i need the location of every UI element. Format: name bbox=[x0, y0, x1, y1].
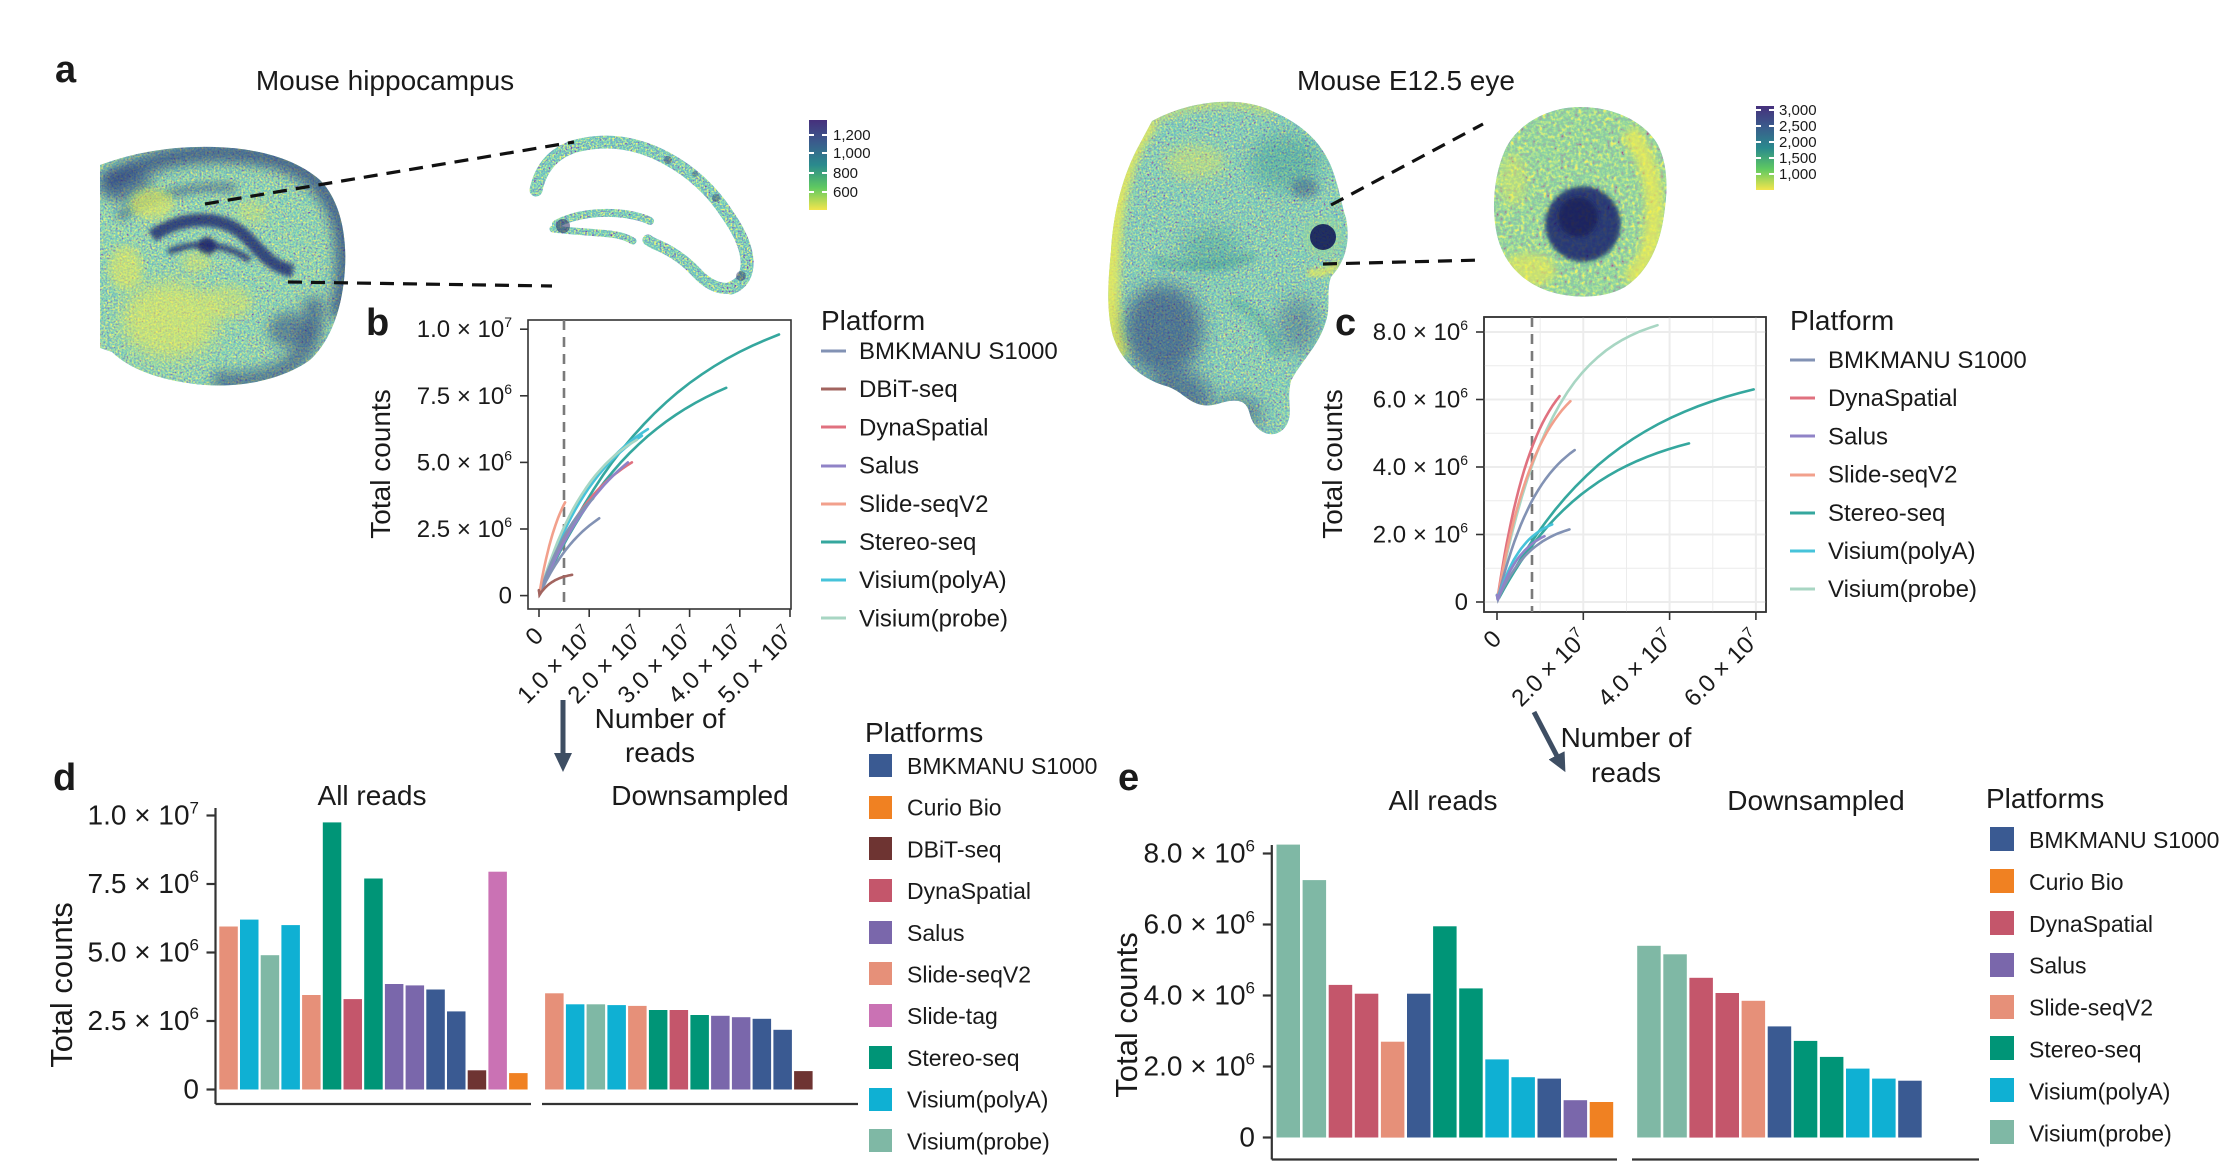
svg-text:0: 0 bbox=[1239, 1122, 1255, 1153]
svg-text:c: c bbox=[1335, 302, 1356, 344]
svg-text:Platforms: Platforms bbox=[865, 717, 983, 748]
svg-text:Visium(probe): Visium(probe) bbox=[1828, 576, 1977, 603]
svg-text:Stereo-seq: Stereo-seq bbox=[907, 1045, 1020, 1071]
svg-text:1.0 × 107: 1.0 × 107 bbox=[88, 799, 199, 831]
svg-text:Downsampled: Downsampled bbox=[1727, 785, 1904, 816]
svg-text:6.0 × 106: 6.0 × 106 bbox=[1144, 908, 1255, 940]
svg-text:Stereo-seq: Stereo-seq bbox=[859, 529, 976, 556]
svg-text:All reads: All reads bbox=[318, 780, 427, 811]
svg-text:Number of: Number of bbox=[595, 703, 726, 734]
svg-text:Slide-tag: Slide-tag bbox=[907, 1003, 998, 1029]
svg-text:8.0 × 106: 8.0 × 106 bbox=[1144, 837, 1255, 869]
svg-text:2.0 × 106: 2.0 × 106 bbox=[1144, 1050, 1255, 1082]
svg-text:2,000: 2,000 bbox=[1779, 134, 1817, 151]
svg-text:a: a bbox=[55, 49, 77, 91]
svg-text:1,500: 1,500 bbox=[1779, 150, 1817, 167]
svg-text:DynaSpatial: DynaSpatial bbox=[2029, 911, 2153, 937]
svg-text:d: d bbox=[53, 757, 76, 799]
svg-text:Salus: Salus bbox=[907, 920, 965, 946]
svg-text:Downsampled: Downsampled bbox=[611, 780, 788, 811]
svg-text:Total counts: Total counts bbox=[365, 389, 396, 538]
svg-text:Slide-seqV2: Slide-seqV2 bbox=[859, 491, 988, 518]
svg-text:Total counts: Total counts bbox=[1109, 932, 1144, 1097]
svg-text:DynaSpatial: DynaSpatial bbox=[907, 878, 1031, 904]
svg-text:Total counts: Total counts bbox=[44, 902, 79, 1067]
svg-text:Visium(probe): Visium(probe) bbox=[907, 1128, 1050, 1154]
svg-text:Salus: Salus bbox=[859, 453, 919, 480]
svg-text:1.0 × 107: 1.0 × 107 bbox=[417, 314, 512, 343]
svg-text:600: 600 bbox=[833, 184, 858, 201]
svg-text:2,500: 2,500 bbox=[1779, 118, 1817, 135]
svg-text:1,000: 1,000 bbox=[833, 145, 871, 162]
svg-text:Salus: Salus bbox=[1828, 423, 1888, 450]
svg-text:0: 0 bbox=[499, 583, 512, 610]
svg-text:Visium(polyA): Visium(polyA) bbox=[1828, 538, 1976, 565]
svg-text:Visium(polyA): Visium(polyA) bbox=[859, 567, 1007, 594]
svg-text:Curio Bio: Curio Bio bbox=[2029, 869, 2124, 895]
svg-text:0: 0 bbox=[183, 1074, 199, 1105]
svg-text:1,000: 1,000 bbox=[1779, 166, 1817, 183]
svg-text:Visium(polyA): Visium(polyA) bbox=[2029, 1078, 2170, 1104]
svg-text:e: e bbox=[1118, 757, 1139, 799]
svg-text:1,200: 1,200 bbox=[833, 127, 871, 144]
svg-text:Stereo-seq: Stereo-seq bbox=[2029, 1037, 2142, 1063]
svg-text:reads: reads bbox=[1591, 757, 1661, 788]
svg-text:Slide-seqV2: Slide-seqV2 bbox=[2029, 995, 2153, 1021]
svg-text:Platform: Platform bbox=[821, 305, 925, 336]
svg-text:Total counts: Total counts bbox=[1317, 389, 1348, 538]
svg-text:3,000: 3,000 bbox=[1779, 102, 1817, 119]
svg-text:Visium(probe): Visium(probe) bbox=[859, 605, 1008, 632]
svg-text:DBiT-seq: DBiT-seq bbox=[859, 376, 958, 403]
svg-text:Visium(polyA): Visium(polyA) bbox=[907, 1087, 1048, 1113]
svg-text:Mouse E12.5 eye: Mouse E12.5 eye bbox=[1297, 65, 1515, 96]
svg-text:Slide-seqV2: Slide-seqV2 bbox=[1828, 462, 1957, 489]
svg-text:2.0 × 106: 2.0 × 106 bbox=[1373, 520, 1468, 549]
svg-text:7.5 × 106: 7.5 × 106 bbox=[88, 867, 199, 899]
svg-text:5.0 × 106: 5.0 × 106 bbox=[88, 936, 199, 968]
svg-text:4.0 × 106: 4.0 × 106 bbox=[1373, 452, 1468, 481]
svg-text:BMKMANU S1000: BMKMANU S1000 bbox=[2029, 827, 2219, 853]
svg-text:800: 800 bbox=[833, 165, 858, 182]
svg-text:2.5 × 106: 2.5 × 106 bbox=[88, 1004, 199, 1036]
svg-text:DynaSpatial: DynaSpatial bbox=[1828, 385, 1957, 412]
svg-text:Platform: Platform bbox=[1790, 305, 1894, 336]
svg-text:BMKMANU S1000: BMKMANU S1000 bbox=[907, 753, 1097, 779]
svg-text:reads: reads bbox=[625, 737, 695, 768]
svg-text:8.0 × 106: 8.0 × 106 bbox=[1373, 317, 1468, 346]
svg-text:Visium(probe): Visium(probe) bbox=[2029, 1120, 2172, 1146]
svg-text:BMKMANU S1000: BMKMANU S1000 bbox=[859, 338, 1058, 365]
svg-text:2.5 × 106: 2.5 × 106 bbox=[417, 514, 512, 543]
svg-text:Mouse hippocampus: Mouse hippocampus bbox=[256, 65, 514, 96]
svg-text:5.0 × 106: 5.0 × 106 bbox=[417, 447, 512, 476]
svg-text:7.5 × 106: 7.5 × 106 bbox=[417, 381, 512, 410]
svg-text:Salus: Salus bbox=[2029, 953, 2087, 979]
svg-text:0: 0 bbox=[1455, 589, 1468, 616]
svg-text:Slide-seqV2: Slide-seqV2 bbox=[907, 962, 1031, 988]
svg-text:DynaSpatial: DynaSpatial bbox=[859, 414, 988, 441]
svg-text:Platforms: Platforms bbox=[1986, 783, 2104, 814]
svg-text:Number of: Number of bbox=[1561, 722, 1692, 753]
svg-text:DBiT-seq: DBiT-seq bbox=[907, 836, 1002, 862]
svg-text:Curio Bio: Curio Bio bbox=[907, 795, 1002, 821]
svg-text:4.0 × 106: 4.0 × 106 bbox=[1144, 979, 1255, 1011]
svg-text:b: b bbox=[366, 302, 389, 344]
svg-text:BMKMANU S1000: BMKMANU S1000 bbox=[1828, 347, 2027, 374]
svg-text:All reads: All reads bbox=[1389, 785, 1498, 816]
svg-text:6.0 × 106: 6.0 × 106 bbox=[1373, 385, 1468, 414]
svg-text:Stereo-seq: Stereo-seq bbox=[1828, 500, 1945, 527]
